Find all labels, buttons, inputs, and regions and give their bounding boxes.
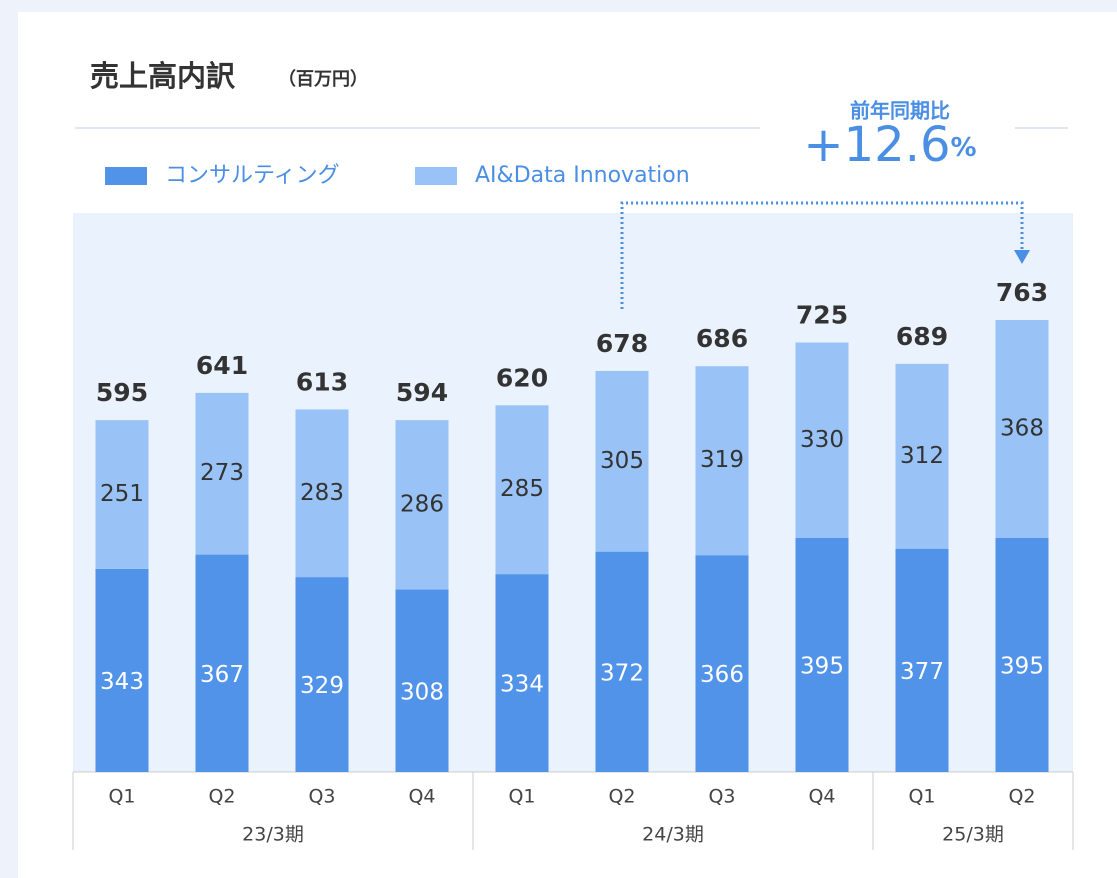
total-label: 641 [196, 351, 248, 380]
total-label: 763 [996, 278, 1048, 307]
segment-label: 334 [500, 672, 544, 698]
group-label: 23/3期 [242, 824, 304, 846]
bar-segment [495, 574, 549, 772]
x-tick-label: Q4 [808, 786, 835, 808]
bar-segment [895, 548, 949, 772]
unit: （百万円） [278, 69, 368, 90]
bar-segment [395, 589, 449, 772]
segment-label: 368 [1000, 416, 1044, 442]
total-label: 594 [396, 378, 448, 407]
bar-segment [595, 551, 649, 772]
bar-segment [95, 568, 149, 772]
segment-label: 312 [900, 443, 944, 469]
segment-label: 308 [400, 679, 444, 705]
comparison-line [620, 201, 1024, 309]
annotation-label: 前年同期比 [850, 99, 950, 123]
legend-swatch [105, 167, 147, 185]
x-tick-label: Q1 [908, 786, 935, 808]
legend-swatch [415, 167, 457, 185]
annotation-unit: % [951, 133, 977, 163]
comparison-arrowhead [1014, 250, 1030, 264]
bar-segment [195, 392, 249, 555]
bar-segment [695, 555, 749, 772]
chart-title: 売上高内訳 [90, 59, 236, 93]
bar-segment [595, 370, 649, 552]
total-label: 678 [596, 329, 648, 358]
total-label: 686 [696, 324, 748, 353]
bar-segment [95, 420, 149, 569]
legend-label: AI&Data Innovation [475, 163, 690, 188]
x-tick-label: Q3 [308, 786, 335, 808]
segment-label: 273 [200, 460, 244, 486]
x-tick-label: Q2 [608, 786, 635, 808]
bar-segment [395, 420, 449, 590]
segment-label: 330 [800, 427, 844, 453]
segment-label: 329 [300, 673, 344, 699]
x-tick-label: Q1 [108, 786, 135, 808]
x-tick-label: Q4 [408, 786, 435, 808]
group-label: 24/3期 [642, 824, 704, 846]
bar-segment [895, 363, 949, 549]
bar-segment [295, 577, 349, 772]
annotation-number: +12.6 [803, 117, 950, 173]
segment-label: 283 [300, 480, 344, 506]
segment-label: 285 [500, 476, 544, 502]
segment-label: 251 [100, 481, 144, 507]
bar-segment [795, 538, 849, 772]
segment-label: 305 [600, 448, 644, 474]
bar-segment [295, 409, 349, 578]
segment-label: 366 [700, 662, 744, 688]
segment-label: 286 [400, 491, 444, 517]
bar-segment [695, 366, 749, 556]
x-tick-label: Q2 [1008, 786, 1035, 808]
segment-label: 372 [600, 660, 644, 686]
legend-label: コンサルティング [165, 163, 340, 188]
segment-label: 343 [100, 669, 144, 695]
x-tick-label: Q3 [708, 786, 735, 808]
total-label: 689 [896, 322, 948, 351]
annotation-value: +12.6% [803, 117, 976, 173]
total-label: 595 [96, 378, 148, 407]
segment-label: 377 [900, 659, 944, 685]
total-label: 613 [296, 367, 348, 396]
bar-segment [495, 405, 549, 575]
bar-segment [795, 342, 849, 539]
total-label: 725 [796, 301, 848, 330]
x-tick-label: Q1 [508, 786, 535, 808]
x-tick-label: Q2 [208, 786, 235, 808]
group-label: 25/3期 [942, 824, 1004, 846]
segment-label: 367 [200, 662, 244, 688]
total-label: 620 [496, 363, 548, 392]
bar-segment [995, 538, 1049, 772]
bar-segment [195, 554, 249, 772]
segment-label: 395 [800, 654, 844, 680]
segment-label: 395 [1000, 654, 1044, 680]
segment-label: 319 [700, 447, 744, 473]
bar-segment [995, 320, 1049, 539]
